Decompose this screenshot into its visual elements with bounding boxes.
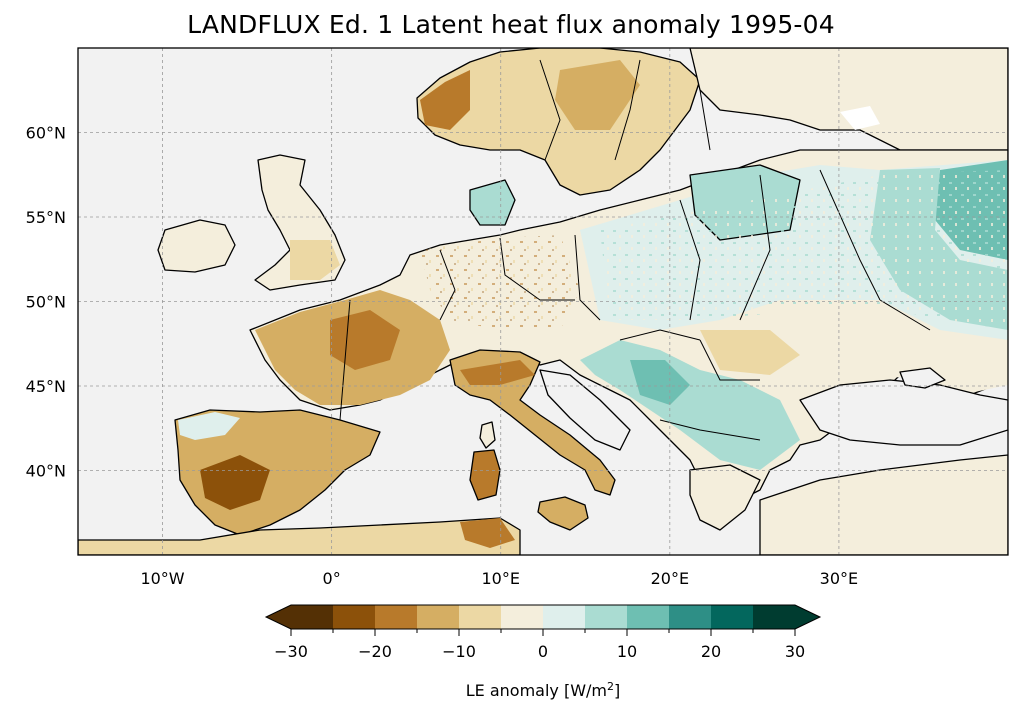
country-borders [339, 59, 931, 441]
land-ireland [157, 219, 236, 273]
land-italy [449, 349, 616, 496]
lon-tick-label: 20°E [651, 569, 689, 588]
land-sweden-dry [555, 60, 640, 130]
colorbar-segment [417, 605, 460, 629]
land-galicia-wet [178, 412, 240, 440]
lon-tick-label: 10°E [481, 569, 519, 588]
colorbar-segment [585, 605, 628, 629]
lake-north [840, 106, 880, 130]
colorbar-label-end: ] [614, 681, 620, 700]
colorbar-tick-label: −10 [442, 642, 476, 661]
land-pannonia-wet [630, 360, 690, 405]
sea-of-azov [899, 367, 946, 389]
land-north-africa [78, 517, 521, 555]
colorbar-label-superscript: 2 [607, 680, 614, 693]
map-frame [77, 47, 1009, 556]
colorbar-tick-label: 0 [538, 642, 548, 661]
colorbar-tick-label: −20 [358, 642, 392, 661]
colorbar-label-base: LE anomaly [W/m [466, 681, 607, 700]
land-ukraine-mixed [780, 300, 1008, 395]
colorbar-segment [459, 605, 502, 629]
lat-tick-label: 55°N [26, 208, 66, 227]
colorbar-segment [501, 605, 544, 629]
longitude-labels: 10°W 0° 10°E 20°E 30°E [140, 569, 858, 588]
land-tunisia-dry [460, 518, 515, 548]
latitude-labels: 60°N 55°N 50°N 45°N 40°N [26, 124, 66, 481]
colorbar-segment [543, 605, 586, 629]
land-iberia-very-dry [200, 455, 270, 510]
colorbar-tick-label: 20 [701, 642, 721, 661]
land-sicily [537, 496, 589, 531]
land-anatolia [759, 454, 1008, 555]
lat-tick-label: 60°N [26, 124, 66, 143]
lat-tick-label: 40°N [26, 462, 66, 481]
land-po-valley-dry [460, 360, 535, 385]
colorbar-segment [291, 605, 334, 629]
colorbar-segment [375, 605, 418, 629]
lon-tick-label: 30°E [820, 569, 858, 588]
colorbar-segment [669, 605, 712, 629]
land-england-dry [290, 240, 340, 280]
adriatic-sea [539, 369, 631, 451]
lat-tick-label: 50°N [26, 293, 66, 312]
gridlines [78, 48, 1008, 555]
land-anomaly-field [78, 48, 1008, 555]
land-denmark [469, 179, 516, 226]
colorbar-segment [711, 605, 754, 629]
wet-speckle [600, 170, 1008, 330]
land-romania-dry [700, 330, 800, 375]
colorbar-segment [753, 605, 796, 629]
colorbar-tick-label: 10 [617, 642, 637, 661]
black-sea [799, 379, 1008, 446]
lon-tick-label: 0° [323, 569, 341, 588]
map-title: LANDFLUX Ed. 1 Latent heat flux anomaly … [187, 10, 835, 39]
land-corsica [479, 421, 496, 449]
colorbar-tick-label: −30 [274, 642, 308, 661]
colorbar-tick-label: 30 [785, 642, 805, 661]
colorbar-segment [333, 605, 376, 629]
colorbar-segment [627, 605, 670, 629]
lon-tick-label: 10°W [140, 569, 184, 588]
colorbar-extend-max [795, 605, 820, 629]
map-panel [77, 47, 1009, 556]
land-norway-dry [420, 70, 470, 130]
land-sardinia [469, 449, 501, 501]
colorbar-extend-min [266, 605, 291, 629]
lat-tick-label: 45°N [26, 377, 66, 396]
colorbar: −30 −20 −10 0 10 20 30 [264, 604, 822, 661]
land-central-europe [420, 235, 580, 330]
land-finland-russia-north [689, 48, 1008, 151]
colorbar-label: LE anomaly [W/m2] [466, 680, 621, 701]
land-greece [689, 464, 761, 531]
